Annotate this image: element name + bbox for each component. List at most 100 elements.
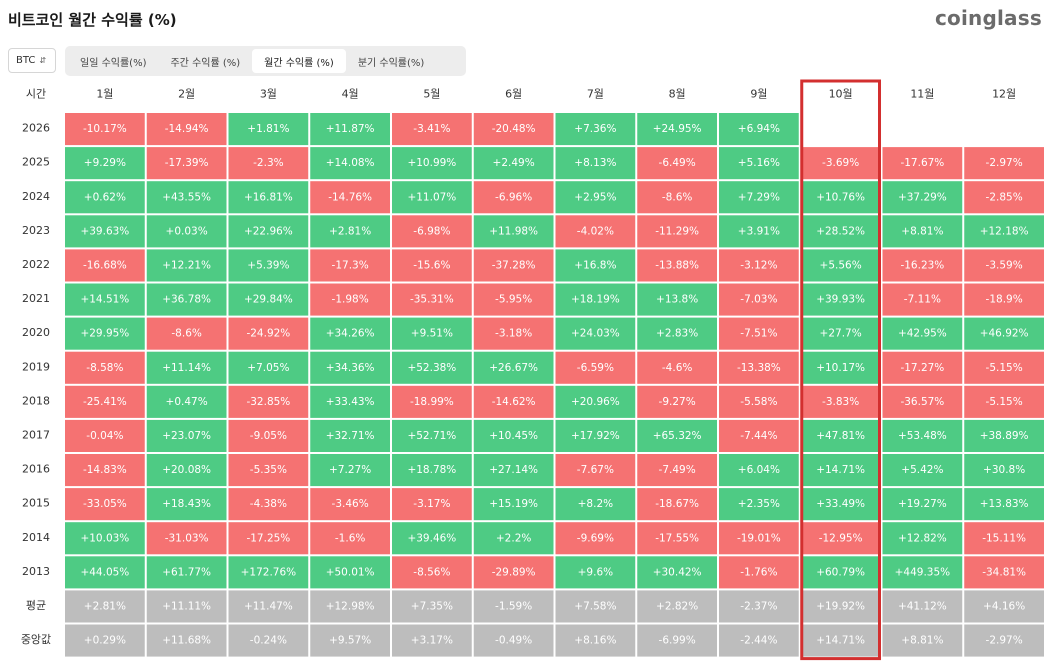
cell-value: +8.16% bbox=[574, 635, 616, 647]
heatmap-cell bbox=[228, 624, 309, 657]
cell-value: -15.11% bbox=[982, 532, 1026, 544]
cell-value: +14.08% bbox=[326, 157, 375, 169]
heatmap-cell bbox=[310, 556, 390, 589]
cell-value: +11.14% bbox=[162, 362, 211, 374]
cell-value: +12.21% bbox=[162, 259, 211, 271]
cell-value: +16.81% bbox=[244, 191, 293, 203]
heatmap-cell bbox=[882, 181, 963, 214]
cell-value: +0.47% bbox=[166, 396, 208, 408]
cell-value: -7.51% bbox=[740, 328, 777, 340]
cell-value: +13.8% bbox=[656, 294, 698, 306]
heatmap-cell bbox=[637, 147, 717, 180]
cell-value: -16.23% bbox=[900, 259, 944, 271]
cell-value: +42.95% bbox=[898, 328, 947, 340]
heatmap-cell bbox=[65, 351, 145, 384]
cell-value: +29.84% bbox=[244, 294, 293, 306]
cell-value: +11.11% bbox=[162, 600, 211, 612]
heatmap-cell bbox=[228, 215, 309, 248]
column-header-4: 4월 bbox=[342, 88, 359, 101]
row-label: 2025 bbox=[22, 156, 50, 169]
cell-value: -3.41% bbox=[413, 123, 450, 135]
tab-weekly-returns[interactable]: 주간 수익률 (%) bbox=[170, 57, 241, 69]
row-label: 2024 bbox=[22, 190, 50, 203]
cell-value: -17.27% bbox=[900, 362, 944, 374]
cell-value: -1.6% bbox=[335, 532, 365, 544]
heatmap-cell bbox=[392, 385, 472, 418]
heatmap-cell bbox=[800, 283, 881, 316]
cell-value: +7.35% bbox=[411, 600, 453, 612]
heatmap-cell bbox=[555, 556, 636, 589]
heatmap-cell bbox=[964, 624, 1044, 657]
heatmap-cell bbox=[228, 385, 309, 418]
heatmap-cell bbox=[392, 590, 472, 623]
heatmap-cell bbox=[555, 590, 636, 623]
asset-select[interactable]: BTC ⇵ bbox=[8, 48, 56, 73]
heatmap-cell bbox=[637, 215, 717, 248]
heatmap-cell bbox=[800, 590, 881, 623]
cell-value: -2.85% bbox=[986, 191, 1023, 203]
tab-monthly-returns[interactable]: 월간 수익률 (%) bbox=[252, 49, 346, 73]
heatmap-cell bbox=[637, 419, 717, 452]
cell-value: +26.67% bbox=[489, 362, 538, 374]
cell-value: +2.35% bbox=[738, 498, 780, 510]
row-label: 2021 bbox=[22, 292, 50, 305]
heatmap-cell bbox=[882, 522, 963, 555]
cell-value: +12.82% bbox=[898, 532, 947, 544]
heatmap-cell bbox=[637, 317, 717, 350]
cell-value: -1.98% bbox=[332, 294, 369, 306]
tab-quarterly-returns[interactable]: 분기 수익률(%) bbox=[357, 57, 425, 69]
cell-value: -10.17% bbox=[83, 123, 127, 135]
heatmap-cell bbox=[964, 522, 1044, 555]
cell-value: +8.13% bbox=[574, 157, 616, 169]
cell-value: -14.83% bbox=[83, 464, 127, 476]
cell-value: -6.96% bbox=[495, 191, 532, 203]
cell-value: -2.37% bbox=[740, 600, 777, 612]
heatmap-cell bbox=[555, 181, 636, 214]
cell-value: -17.67% bbox=[900, 157, 944, 169]
row-label: 2018 bbox=[22, 394, 50, 407]
heatmap-cell bbox=[65, 113, 145, 146]
column-header-8: 8월 bbox=[669, 88, 686, 101]
heatmap-cell bbox=[65, 181, 145, 214]
heatmap-cell bbox=[800, 317, 881, 350]
period-tabs: 일일 수익률(%) 주간 수익률 (%) 월간 수익률 (%) 분기 수익률(%… bbox=[65, 46, 466, 76]
tab-daily-returns[interactable]: 일일 수익률(%) bbox=[80, 57, 147, 69]
heatmap-cell bbox=[392, 419, 472, 452]
cell-value: -2.44% bbox=[740, 635, 777, 647]
heatmap-cell bbox=[882, 419, 963, 452]
heatmap-cell bbox=[637, 249, 717, 282]
heatmap-cell bbox=[228, 351, 309, 384]
heatmap-cell bbox=[473, 385, 554, 418]
heatmap-cell bbox=[146, 590, 227, 623]
heatmap-cell bbox=[719, 488, 799, 521]
column-header-2: 2월 bbox=[178, 88, 195, 101]
asset-select-value: BTC bbox=[16, 55, 36, 66]
cell-value: -7.67% bbox=[577, 464, 614, 476]
cell-value: +9.51% bbox=[411, 328, 453, 340]
cell-value: -3.69% bbox=[822, 157, 859, 169]
cell-value: -7.03% bbox=[740, 294, 777, 306]
heatmap-cell bbox=[555, 454, 636, 487]
cell-value: -6.49% bbox=[659, 157, 696, 169]
heatmap-cell bbox=[310, 488, 390, 521]
heatmap-cell bbox=[228, 522, 309, 555]
heatmap-cell bbox=[146, 215, 227, 248]
cell-value: +11.98% bbox=[489, 225, 538, 237]
highlight-column-border bbox=[800, 79, 881, 661]
cell-value: -20.48% bbox=[492, 123, 536, 135]
cell-value: +5.56% bbox=[820, 259, 862, 271]
cell-value: +22.96% bbox=[244, 225, 293, 237]
row-label: 2017 bbox=[22, 428, 50, 441]
heatmap-cell bbox=[65, 522, 145, 555]
heatmap-cell bbox=[392, 454, 472, 487]
cell-value: -36.57% bbox=[900, 396, 944, 408]
cell-value: -9.27% bbox=[659, 396, 696, 408]
cell-value: +18.19% bbox=[571, 294, 620, 306]
cell-value: +7.05% bbox=[247, 362, 289, 374]
cell-value: +172.76% bbox=[241, 566, 297, 578]
heatmap-cell bbox=[310, 249, 390, 282]
cell-value: -7.11% bbox=[904, 294, 941, 306]
cell-value: +32.71% bbox=[326, 430, 375, 442]
column-header-7: 7월 bbox=[587, 88, 604, 101]
heatmap-cell bbox=[882, 215, 963, 248]
